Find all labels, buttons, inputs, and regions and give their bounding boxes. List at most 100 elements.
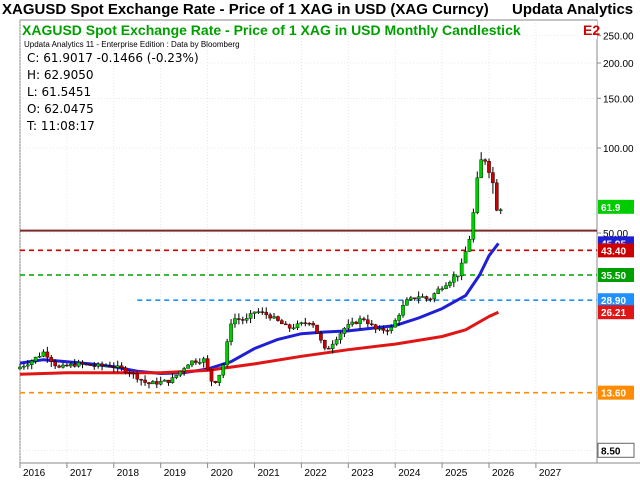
price-badge-bg xyxy=(598,199,634,214)
price-badge-bg xyxy=(598,385,634,400)
x-tick-label: 2025 xyxy=(445,468,468,479)
candle-body xyxy=(135,373,140,380)
ohlc-time: T: 11:08:17 xyxy=(26,119,95,133)
candle-body xyxy=(319,333,323,341)
candle-body xyxy=(307,322,312,325)
candle-body xyxy=(291,327,296,330)
candle-body xyxy=(217,374,222,383)
candle-body xyxy=(26,364,30,367)
price-badge-label: 8.50 xyxy=(601,446,621,457)
candle-body xyxy=(287,324,292,329)
x-tick-label: 2021 xyxy=(258,468,281,479)
candle-body xyxy=(428,298,433,301)
candle-body xyxy=(104,365,108,367)
x-tick-label: 2027 xyxy=(539,468,562,479)
candle-body xyxy=(373,324,378,330)
candle-body xyxy=(119,365,124,369)
candle-body xyxy=(315,324,319,334)
y-tick-label: 200.00 xyxy=(603,59,634,70)
x-tick-label: 2024 xyxy=(398,468,421,479)
candle-body xyxy=(53,361,57,367)
moving-average-line xyxy=(19,310,500,376)
candle-body xyxy=(190,360,194,366)
edition-badge-bg xyxy=(580,21,597,39)
candle-body xyxy=(72,363,77,367)
candle-body xyxy=(194,360,198,363)
candle-body xyxy=(69,363,73,367)
grid xyxy=(19,20,597,463)
candle-body xyxy=(338,333,343,340)
candle-body xyxy=(491,172,495,184)
candle-body xyxy=(80,362,85,365)
candle-body xyxy=(178,371,183,376)
price-badge-label: 26.21 xyxy=(601,308,626,319)
candle-body xyxy=(237,318,241,320)
price-badge-label: 13.60 xyxy=(601,389,626,400)
candle-body xyxy=(115,365,120,368)
x-tick-label: 2022 xyxy=(304,468,327,479)
candle-body xyxy=(123,367,128,373)
brand-label: Updata Analytics xyxy=(512,1,634,18)
candle-body xyxy=(358,318,362,324)
candle-body xyxy=(96,363,100,367)
candle-body xyxy=(366,319,370,325)
candle-body xyxy=(311,322,315,326)
candle-body xyxy=(471,212,476,240)
x-tick-label: 2020 xyxy=(211,468,234,479)
ohlc-open: O: 62.0475 xyxy=(27,102,94,116)
candle-body xyxy=(92,365,97,367)
candle-body xyxy=(409,297,413,300)
candle-body xyxy=(166,379,171,384)
y-tick-label: 50.00 xyxy=(603,229,628,240)
candle-body xyxy=(264,311,269,315)
candle-body xyxy=(272,316,276,319)
candle-body xyxy=(33,356,38,362)
ohlc-close: C: 61.9017 -0.1466 (-0.23%) xyxy=(27,51,199,65)
candle-body xyxy=(174,374,179,378)
candle-body xyxy=(424,296,429,300)
candle-body xyxy=(37,355,42,358)
candle-body xyxy=(147,382,151,385)
ohlc-low: L: 61.5451 xyxy=(27,85,91,99)
candle-body xyxy=(88,364,93,366)
candle-body xyxy=(295,323,300,329)
candle-body xyxy=(323,339,327,349)
candle-body xyxy=(162,379,167,382)
candle-body xyxy=(405,299,409,306)
candles xyxy=(18,152,503,389)
candle-body xyxy=(334,339,339,345)
price-badge-label: 28.90 xyxy=(601,296,626,307)
candle-body xyxy=(84,363,89,366)
candle-body xyxy=(197,362,202,364)
x-tick-label: 2017 xyxy=(70,468,93,479)
ohlc-high: H: 62.9050 xyxy=(27,68,94,82)
price-badge-bg xyxy=(598,267,634,282)
y-tick-label: 100.00 xyxy=(603,144,634,155)
candle-body xyxy=(22,365,26,368)
candle-body xyxy=(432,293,437,300)
candle-body xyxy=(201,358,206,363)
chart-subtitle: XAGUSD Spot Exchange Rate - Price of 1 X… xyxy=(22,22,521,38)
candle-body xyxy=(455,275,460,278)
candle-body xyxy=(252,311,257,314)
candle-body xyxy=(280,320,284,325)
candle-body xyxy=(440,288,444,290)
candle-body xyxy=(170,377,175,384)
candle-body xyxy=(393,320,398,328)
candle-body xyxy=(139,379,143,381)
candle-body xyxy=(65,364,69,367)
candle-body xyxy=(444,285,448,289)
candle-body xyxy=(244,318,249,321)
candle-body xyxy=(354,321,358,324)
candle-body xyxy=(154,381,159,385)
candle-body xyxy=(76,362,81,367)
candle-body xyxy=(268,314,272,319)
candle-body xyxy=(459,262,464,277)
window-title: XAGUSD Spot Exchange Rate - Price of 1 X… xyxy=(2,1,489,18)
price-badge-label: 35.50 xyxy=(601,271,626,282)
candle-body xyxy=(233,318,237,325)
price-badge-bg xyxy=(598,293,634,308)
